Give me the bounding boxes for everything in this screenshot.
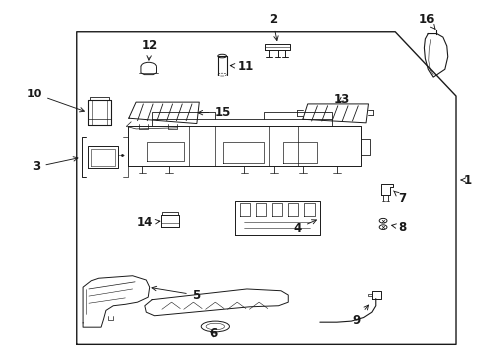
Text: 2: 2 — [268, 13, 278, 41]
Text: 5: 5 — [152, 286, 200, 302]
Text: 4: 4 — [293, 220, 316, 235]
Text: 7: 7 — [393, 191, 406, 205]
Text: 16: 16 — [418, 13, 435, 30]
Text: 15: 15 — [198, 105, 230, 119]
Text: 9: 9 — [351, 305, 368, 327]
Text: 1: 1 — [463, 174, 471, 186]
Text: 14: 14 — [136, 216, 160, 229]
Text: 11: 11 — [230, 60, 253, 73]
Text: 6: 6 — [208, 327, 217, 340]
Text: 3: 3 — [32, 157, 78, 173]
Text: 8: 8 — [391, 221, 406, 234]
Text: 10: 10 — [27, 89, 84, 112]
Text: 12: 12 — [141, 39, 158, 60]
Text: 13: 13 — [333, 93, 349, 106]
